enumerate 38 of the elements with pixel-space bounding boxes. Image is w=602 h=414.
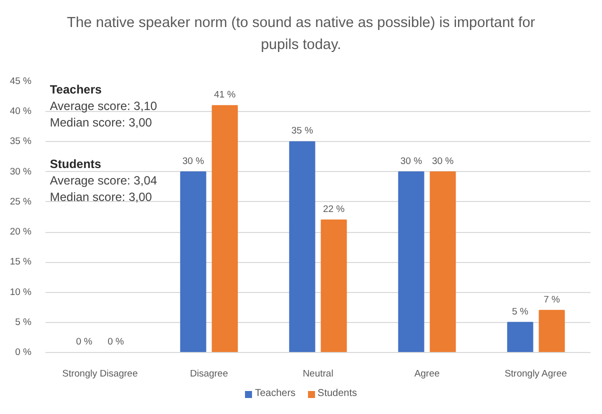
y-tick-label: 25 % [10,196,32,208]
y-tick-label: 10 % [10,286,32,298]
data-label: 22 % [322,204,346,216]
data-label: 30 % [432,156,454,167]
y-tick-label: 35 % [10,136,32,148]
data-label: 41 % [214,90,236,101]
bar [430,171,456,352]
data-label: 30 % [182,156,205,167]
bar [289,141,316,352]
data-label: 5 % [512,306,529,318]
data-label: 35 % [291,126,314,137]
bar [538,310,565,352]
y-tick-label: 30 % [10,166,32,178]
chart-title: The native speaker norm (to sound as native as possible) is important for pupils today. [66,14,536,55]
y-tick-label: 5 % [15,316,32,328]
y-tick-label: 0 % [15,347,32,358]
y-tick-label: 15 % [10,256,32,268]
x-tick-label: Strongly Disagree [62,368,138,380]
x-tick-label: Agree [414,368,440,380]
annotation: Students Average score: 3,04 Median score: 3,00 [50,156,158,204]
y-tick-label: 40 % [10,106,32,118]
bar [180,171,206,352]
x-tick-label: Neutral [302,368,334,380]
y-tick-label: 45 % [10,76,32,87]
data-label: 7 % [544,294,561,306]
annotation: Teachers Average score: 3,10 Median score: 3,00 [50,82,158,130]
bar [398,171,424,352]
bar [212,105,238,352]
legend-label: Teachers [254,387,296,401]
data-label: 0 % [76,336,93,348]
bar [320,220,347,352]
bar [507,322,534,352]
x-tick-label: Disagree [190,368,228,380]
x-tick-label: Strongly Agree [504,368,567,380]
legend-label: Students [318,387,358,401]
y-tick-label: 20 % [10,226,32,238]
data-label: 30 % [400,156,423,167]
data-label: 0 % [108,336,125,348]
